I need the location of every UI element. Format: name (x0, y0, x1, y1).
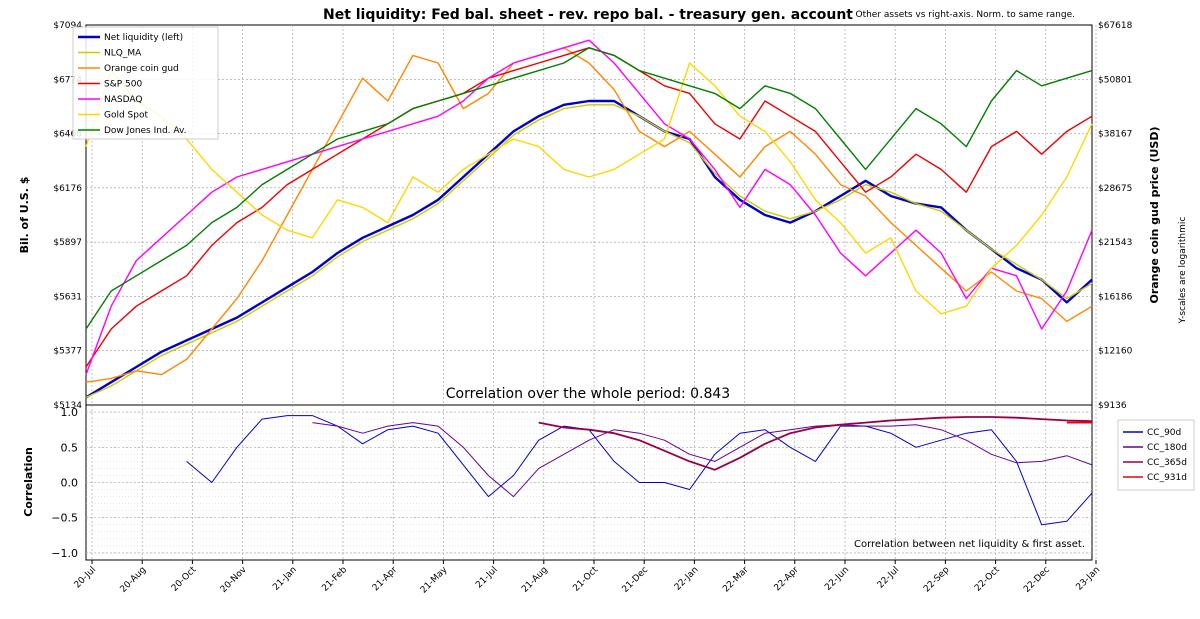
corr-legend-items: CC_90d CC_180d CC_365d CC_931d (1123, 428, 1187, 483)
legend-label-nasdaq: NASDAQ (104, 95, 142, 105)
x-tick-label: 21-Aug (520, 565, 550, 595)
log-scale-note: Y-scales are logarithmic (1178, 217, 1188, 325)
x-tick-label: 20-Aug (119, 565, 149, 595)
legend-label-orange-coin-gud: Orange coin gud (104, 64, 179, 74)
x-tick-label: 22-Mar (721, 565, 751, 595)
corr-legend-label-cc-931d: CC_931d (1147, 473, 1187, 483)
x-tick-label: 21-Jul (474, 565, 500, 591)
right-tick-label: $38167 (1098, 130, 1132, 140)
chart-note: Other assets vs right-axis. Norm. to sam… (855, 10, 1075, 20)
corr-axis-label: Correlation (22, 447, 35, 517)
left-tick-label: $7094 (53, 21, 82, 31)
corr-plot-area (85, 404, 1093, 561)
x-tick-label: 22-Jun (823, 565, 851, 593)
legend-label-dow-jones-ind-av: Dow Jones Ind. Av. (104, 126, 187, 136)
x-tick-label: 22-Dec (1022, 565, 1052, 595)
x-tick-label: 21-May (419, 565, 450, 596)
x-tick-label: 22-Jan (673, 565, 701, 593)
series-line-nasdaq (85, 39, 1093, 375)
main-grid (86, 25, 1097, 405)
x-tick-label: 20-Jul (73, 565, 99, 591)
main-plot-area (85, 24, 1093, 406)
corr-tick-label: −0.5 (51, 512, 78, 525)
corr-legend: CC_90d CC_180d CC_365d CC_931d (1117, 419, 1195, 491)
corr-annotation: Correlation between net liquidity & firs… (854, 539, 1085, 550)
corr-tick-label: −1.0 (51, 547, 78, 560)
legend-label-nlq-ma: NLQ_MA (104, 49, 142, 59)
legend-label-s-p-500: S&P 500 (104, 80, 142, 90)
corr-tick-label: 0.5 (61, 441, 79, 454)
right-tick-labels: $67618 $50801 $38167 $28675 $21543 $16186 $121… (1098, 21, 1133, 411)
x-tick-label: 22-Oct (973, 565, 1002, 594)
main-legend: Net liquidity (left) NLQ_MA Orange coin gu… (72, 26, 219, 140)
x-tick-label: 21-Apr (371, 565, 400, 594)
right-axis-label: Orange coin gud price (USD) (1148, 126, 1161, 303)
x-tick-labels: 20-Jul 20-Aug 20-Oct 20-Nov 21-Jan 21-Feb 21-A… (73, 560, 1102, 596)
right-tick-label: $12160 (1098, 347, 1133, 357)
corr-tick-label: 0.0 (61, 477, 79, 490)
series-line-dow-jones-ind-av (85, 47, 1093, 330)
corr-legend-label-cc-90d: CC_90d (1147, 428, 1181, 438)
left-tick-label: $5134 (53, 401, 82, 411)
series-line-nlq-ma (85, 104, 1093, 399)
right-tick-label: $50801 (1098, 75, 1132, 85)
right-tick-label: $67618 (1098, 21, 1133, 31)
corr-legend-label-cc-180d: CC_180d (1147, 443, 1187, 453)
x-tick-label: 21-Oct (571, 565, 600, 594)
corr-line-cc-180d (312, 422, 1093, 498)
x-tick-label: 22-Sep (922, 565, 952, 595)
right-tick-label: $28675 (1098, 184, 1132, 194)
x-tick-label: 21-Jan (271, 565, 299, 593)
correlation-annotation: Correlation over the whole period: 0.843 (446, 386, 730, 402)
corr-legend-label-cc-365d: CC_365d (1147, 458, 1187, 468)
corr-tick-labels: 1.0 0.5 0.0 −0.5 −1.0 (51, 406, 78, 560)
legend-label-gold-spot: Gold Spot (104, 111, 148, 121)
main-series-group (85, 39, 1093, 399)
main-legend-items: Net liquidity (left) NLQ_MA Orange coin gu… (78, 33, 187, 136)
series-line-net-liquidity-left (85, 99, 1093, 399)
series-line-gold-spot (85, 62, 1093, 315)
x-tick-label: 22-Apr (773, 565, 802, 594)
corr-line-cc-365d (538, 416, 1093, 471)
legend-label-net-liquidity-left: Net liquidity (left) (104, 33, 183, 43)
left-tick-label: $6468 (53, 130, 82, 140)
right-tick-label: $21543 (1098, 238, 1132, 248)
left-tick-label: $5631 (53, 292, 82, 302)
left-tick-label: $5377 (53, 347, 82, 357)
corr-grid (86, 405, 1097, 560)
x-tick-label: 22-Jul (876, 565, 902, 591)
x-tick-label: 23-Jan (1074, 565, 1102, 593)
left-axis-label: Bil. of U.S. $ (18, 177, 31, 254)
x-tick-label: 21-Feb (320, 565, 349, 594)
chart-title: Net liquidity: Fed bal. sheet - rev. rep… (323, 7, 853, 23)
corr-series-group (186, 415, 1093, 526)
series-line-orange-coin-gud (85, 47, 1093, 383)
x-tick-label: 20-Oct (170, 565, 199, 594)
left-tick-label: $6774 (53, 75, 82, 85)
x-tick-label: 21-Dec (621, 565, 651, 595)
right-tick-label: $9136 (1098, 401, 1127, 411)
left-tick-labels: $7094 $6774 $6468 $6176 $5897 $5631 $5377 $5134 (53, 21, 82, 411)
x-tick-label: 20-Nov (219, 565, 249, 595)
right-tick-label: $16186 (1098, 292, 1133, 302)
left-tick-label: $5897 (53, 238, 82, 248)
left-tick-label: $6176 (53, 184, 82, 194)
corr-tick-label: 1.0 (61, 406, 79, 419)
